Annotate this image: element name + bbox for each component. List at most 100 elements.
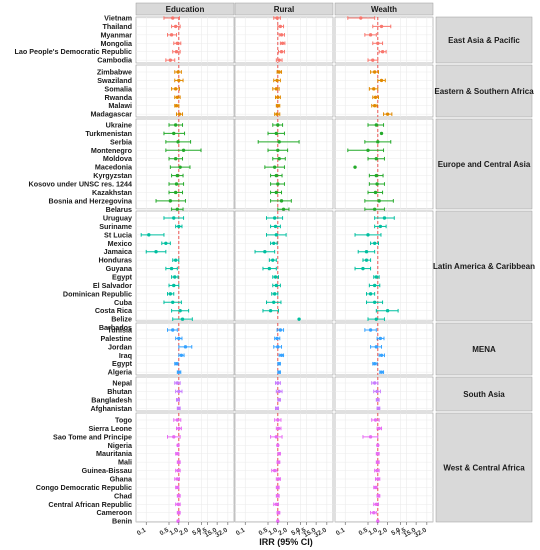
x-tick-label: 1.0 — [367, 526, 379, 537]
point-estimate — [172, 131, 176, 136]
country-label: Honduras — [98, 256, 132, 265]
region-strip-label: East Asia & Pacific — [448, 36, 520, 45]
country-label: Lao People's Democratic Republic — [14, 47, 132, 56]
point-estimate — [177, 511, 181, 515]
facet-panel — [135, 64, 235, 118]
point-estimate — [374, 317, 379, 321]
point-estimate — [175, 95, 180, 99]
point-estimate — [385, 309, 390, 313]
point-estimate — [359, 16, 363, 20]
point-estimate — [177, 370, 181, 374]
point-estimate — [279, 199, 284, 203]
country-label: St Lucia — [104, 230, 133, 239]
point-estimate — [173, 258, 178, 262]
point-estimate — [276, 485, 280, 490]
country-label: Myanmar — [100, 30, 132, 39]
point-estimate — [275, 406, 279, 410]
point-estimate — [174, 182, 179, 186]
point-estimate — [175, 41, 180, 45]
x-tick-label: 0.1 — [136, 526, 148, 537]
point-estimate — [177, 78, 181, 83]
point-estimate — [181, 148, 186, 152]
country-label: Togo — [115, 416, 133, 425]
point-estimate — [374, 275, 379, 279]
point-estimate — [276, 381, 280, 385]
country-label: Bosnia and Herzegovina — [49, 196, 133, 205]
point-estimate — [177, 426, 181, 431]
point-estimate — [173, 275, 177, 279]
country-label: Dominican Republic — [63, 289, 132, 298]
point-estimate — [168, 199, 173, 203]
country-label: Turkmenistan — [85, 129, 132, 138]
point-estimate — [376, 519, 380, 523]
x-tick-label: 0.5 — [258, 526, 270, 537]
x-tick-label: 5.0 — [390, 526, 402, 537]
point-estimate — [174, 104, 179, 108]
point-estimate — [372, 362, 377, 366]
point-estimate — [173, 190, 178, 195]
point-estimate — [274, 233, 279, 237]
x-tick-label: 0.1 — [235, 526, 247, 537]
country-label: Mali — [118, 458, 132, 467]
region-strip-label: West & Central Africa — [443, 464, 525, 473]
country-label: Bangladesh — [91, 395, 132, 404]
point-estimate — [279, 50, 284, 54]
point-estimate — [168, 292, 173, 296]
country-label: Ghana — [110, 475, 133, 484]
point-estimate — [147, 233, 151, 237]
country-label: Serbia — [110, 137, 133, 146]
point-estimate — [277, 70, 281, 74]
facet-panel — [234, 64, 334, 118]
point-estimate — [175, 207, 180, 211]
country-label: Kyrgyzstan — [93, 171, 132, 180]
point-estimate — [176, 140, 180, 144]
country-label: Egypt — [112, 359, 133, 368]
region-strip-label: Eastern & Southern Africa — [434, 87, 534, 96]
point-estimate — [175, 381, 180, 385]
point-estimate — [277, 157, 281, 161]
point-estimate — [274, 283, 279, 288]
region-strip — [435, 118, 533, 210]
country-label: Belize — [111, 315, 132, 324]
point-estimate — [373, 95, 378, 99]
country-label: Cameroon — [96, 508, 132, 517]
point-estimate — [364, 250, 369, 254]
point-estimate — [277, 398, 281, 402]
x-tick-label: 0.5 — [159, 526, 171, 537]
point-estimate — [171, 300, 175, 304]
country-label: Mexico — [108, 239, 133, 248]
country-label: Tunisia — [107, 326, 133, 335]
point-estimate — [176, 398, 180, 402]
point-estimate — [276, 460, 281, 464]
point-estimate — [382, 216, 387, 220]
point-estimate — [268, 309, 273, 313]
country-label: Belarus — [106, 205, 132, 214]
point-estimate — [175, 173, 180, 178]
point-estimate — [376, 41, 380, 45]
country-label: Sao Tome and Principe — [53, 432, 132, 441]
point-estimate — [276, 511, 281, 515]
point-estimate — [372, 104, 377, 108]
point-estimate — [173, 123, 178, 127]
point-estimate — [272, 292, 277, 296]
point-estimate — [183, 345, 188, 349]
x-tick-label: 2.0 — [178, 526, 190, 537]
country-label: Ukraine — [106, 121, 132, 130]
facet-panel — [334, 16, 434, 64]
point-estimate — [173, 157, 178, 161]
point-estimate — [174, 50, 179, 54]
point-estimate — [276, 418, 280, 422]
point-estimate — [176, 70, 180, 74]
x-tick-label: 5.0 — [290, 526, 302, 537]
country-label: Macedonia — [95, 163, 133, 172]
point-estimate — [372, 70, 377, 74]
point-estimate — [372, 283, 377, 288]
point-estimate — [179, 353, 184, 357]
region-strip — [435, 376, 533, 412]
country-label: Costa Rica — [95, 306, 133, 315]
region-strip — [435, 210, 533, 322]
point-estimate — [174, 362, 179, 366]
point-estimate — [278, 24, 283, 29]
point-estimate — [175, 452, 180, 456]
point-estimate — [277, 58, 281, 62]
